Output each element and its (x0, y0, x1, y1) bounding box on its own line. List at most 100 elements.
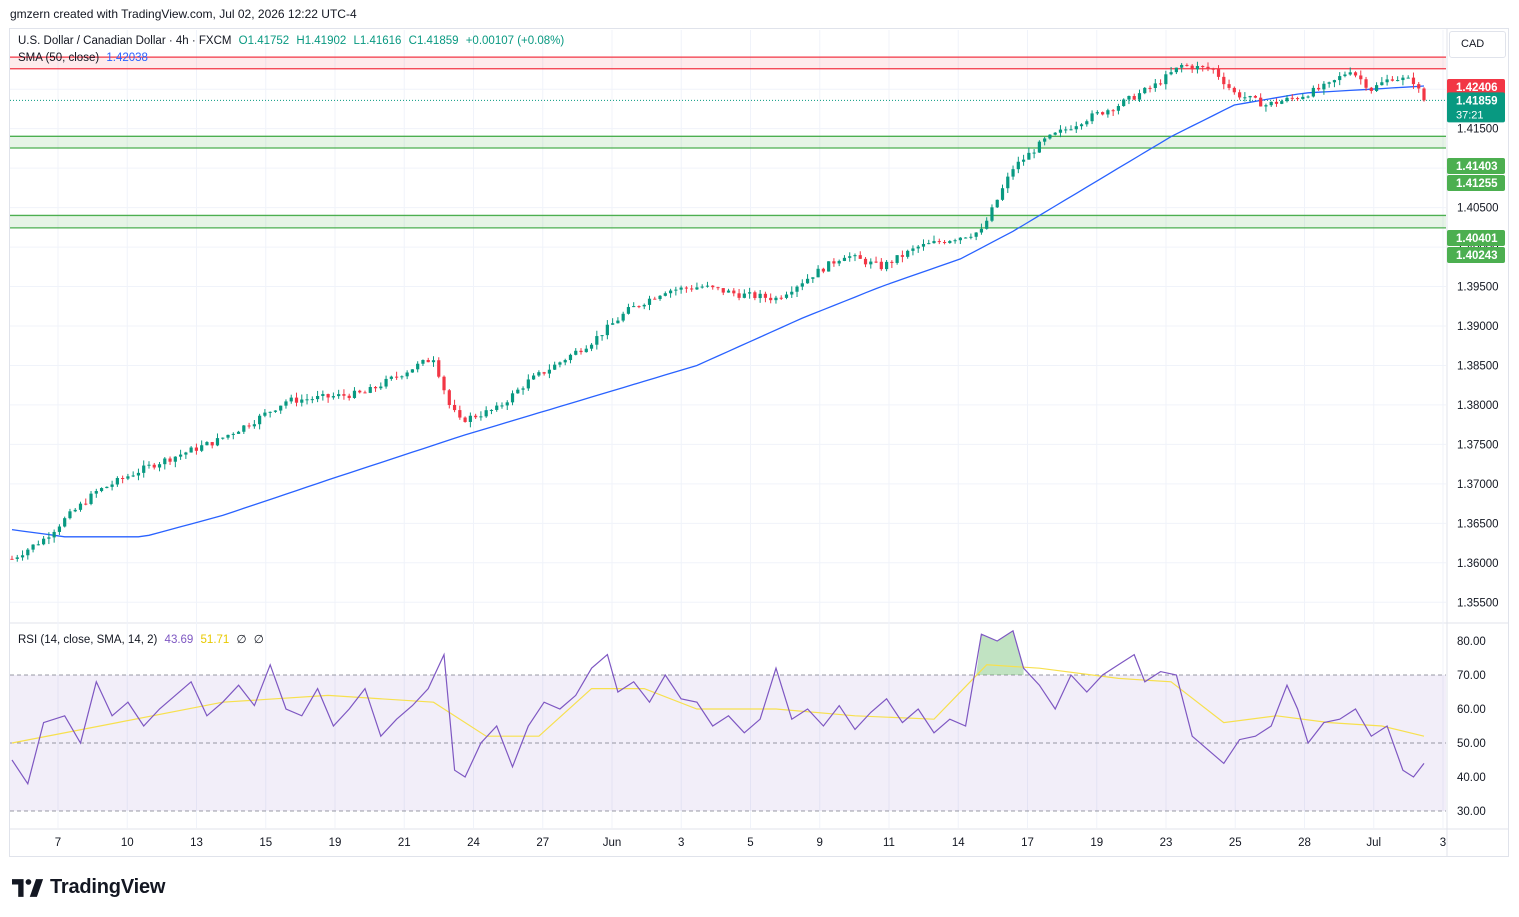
candle-body (163, 458, 167, 465)
countdown-tag: 37:21 (1456, 109, 1484, 121)
candle (1338, 72, 1342, 86)
candle (942, 240, 947, 245)
candle-body (1058, 129, 1063, 133)
resistance-zone-fill (10, 57, 1446, 69)
time-tick-label: 28 (1298, 837, 1311, 849)
candle (279, 405, 283, 414)
candle (1264, 103, 1268, 112)
candle-body (1364, 79, 1368, 88)
candle-body (389, 376, 393, 379)
currency-selector[interactable]: CAD (1449, 31, 1506, 58)
tradingview-logo[interactable]: TradingView (12, 876, 165, 899)
candle (758, 289, 762, 303)
candle (1000, 184, 1005, 201)
candle-body (790, 291, 794, 295)
candle-body (995, 199, 999, 208)
candle (779, 295, 783, 300)
candle (384, 375, 388, 389)
candle-body (848, 256, 852, 258)
candle-body (1174, 67, 1178, 73)
candle (869, 258, 873, 269)
candle-body (105, 486, 109, 489)
candle (442, 375, 446, 395)
candle (121, 475, 125, 484)
candle (1101, 111, 1105, 116)
candle-body (937, 241, 941, 243)
candle-body (121, 478, 125, 480)
candle-body (99, 488, 104, 492)
support2-upper-tag-bg (1447, 230, 1505, 246)
candle-body (906, 250, 910, 257)
candle-body (495, 405, 499, 410)
candle-body (136, 472, 141, 476)
candles (10, 61, 1426, 562)
candle (47, 532, 51, 545)
candle (958, 237, 962, 245)
candle-body (20, 555, 25, 558)
candle (78, 501, 83, 512)
candle-body (1280, 101, 1284, 104)
candle (848, 252, 852, 262)
candle (574, 348, 578, 356)
candle (1385, 74, 1389, 86)
candle (1211, 67, 1215, 74)
candle-body (10, 558, 14, 560)
candle-body (1274, 101, 1279, 104)
candle-body (68, 511, 72, 519)
time-tick-label: 25 (1229, 837, 1242, 849)
candle-body (647, 298, 652, 305)
candle-body (373, 387, 378, 389)
candle (84, 498, 88, 506)
candle-body (1406, 77, 1410, 79)
candle-body (748, 292, 752, 294)
candle-body (189, 447, 193, 453)
time-tick-label: 3 (678, 837, 684, 849)
candle (94, 488, 98, 498)
candle-body (927, 243, 931, 245)
candle (173, 456, 177, 468)
candle (463, 416, 467, 423)
candle (389, 375, 393, 381)
candle-body (36, 544, 40, 546)
candle (99, 487, 104, 493)
support1-lower-tag: 1.41255 (1456, 178, 1498, 190)
candle (1396, 76, 1400, 82)
candle (1411, 72, 1416, 89)
candle (152, 462, 156, 470)
candle-body (1180, 64, 1184, 68)
candle (1037, 140, 1041, 153)
rsi-legend: RSI (14, close, SMA, 14, 2) 43.69 51.71 … (18, 632, 268, 646)
candle (1158, 79, 1163, 86)
candle (273, 410, 278, 413)
candle (337, 389, 341, 399)
candle (252, 420, 256, 429)
candle-body (1006, 176, 1010, 189)
support1-upper-tag: 1.41403 (1456, 161, 1498, 173)
candle (226, 434, 230, 440)
candle (363, 390, 367, 394)
candle-body (879, 261, 883, 270)
candle (1216, 65, 1221, 80)
candle (900, 250, 905, 263)
time-tick-label: Jul (1366, 837, 1381, 849)
candle-body (1095, 112, 1099, 114)
candle (690, 285, 694, 292)
candle (1237, 89, 1242, 100)
candle-body (337, 394, 341, 397)
candle (247, 422, 251, 429)
candle-body (178, 454, 183, 457)
candle-body (1253, 95, 1258, 98)
candle (853, 253, 857, 262)
candle-body (200, 445, 204, 451)
candle (948, 240, 952, 244)
candle (695, 282, 699, 290)
price-tick-label: 1.36500 (1457, 518, 1499, 530)
candle-body (231, 433, 235, 435)
candle (1058, 125, 1063, 138)
rsi-sma-value: 51.71 (200, 634, 230, 646)
candle-body (463, 417, 467, 422)
candle-body (347, 395, 351, 398)
candle-body (1285, 97, 1289, 102)
candle (1380, 77, 1384, 86)
